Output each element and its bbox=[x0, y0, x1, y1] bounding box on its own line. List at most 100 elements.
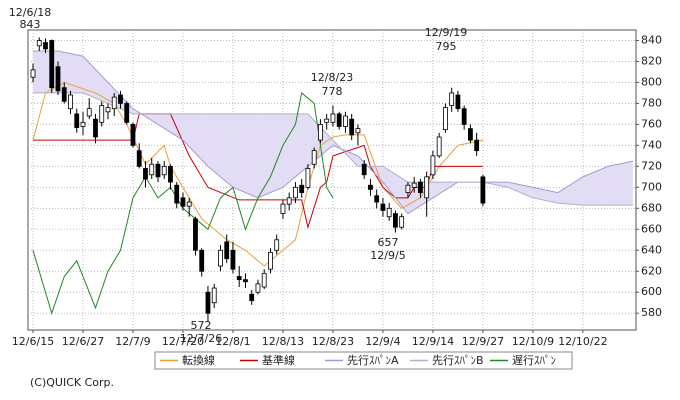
x-tick-label: 12/9/27 bbox=[462, 335, 504, 348]
candle-body bbox=[368, 184, 373, 190]
candle-body bbox=[155, 163, 161, 178]
cloud bbox=[257, 113, 283, 198]
candle-body bbox=[68, 94, 73, 110]
candle-body bbox=[274, 239, 280, 251]
candle-body bbox=[380, 203, 386, 211]
x-tick-label: 12/10/22 bbox=[558, 335, 607, 348]
cloud bbox=[582, 166, 608, 206]
legend bbox=[154, 351, 573, 370]
candle-body bbox=[474, 139, 480, 152]
candle-body bbox=[305, 168, 311, 188]
y-tick-label: 840 bbox=[641, 33, 662, 46]
candle-body bbox=[49, 40, 55, 89]
candle-body bbox=[468, 128, 473, 141]
line-series bbox=[32, 92, 633, 206]
candle-body bbox=[299, 184, 305, 193]
y-tick-label: 780 bbox=[641, 96, 662, 109]
cloud bbox=[57, 50, 83, 93]
candle-body bbox=[143, 168, 148, 180]
candle-body bbox=[293, 186, 298, 199]
candle-body bbox=[218, 249, 223, 267]
plot-area bbox=[27, 29, 637, 331]
candle-body bbox=[411, 182, 417, 188]
x-tick-label: 12/9/4 bbox=[365, 335, 400, 348]
candle-body bbox=[399, 216, 405, 228]
candle-body bbox=[193, 218, 198, 251]
legend-label: 転換線 bbox=[182, 353, 215, 367]
x-tick-label: 12/6/27 bbox=[62, 335, 104, 348]
y-tick-label: 680 bbox=[641, 201, 662, 214]
y-tick-label: 820 bbox=[641, 54, 662, 67]
candle-body bbox=[243, 279, 248, 283]
candle-body bbox=[211, 287, 217, 304]
candle-body bbox=[261, 272, 267, 288]
candle-body bbox=[136, 150, 142, 167]
y-tick-label: 660 bbox=[641, 222, 662, 235]
annotation: 572 bbox=[191, 319, 212, 332]
candle-body bbox=[461, 108, 467, 125]
y-tick-label: 760 bbox=[641, 117, 662, 130]
candle-body bbox=[118, 94, 123, 104]
candle-body bbox=[93, 118, 98, 138]
annotation: 843 bbox=[20, 18, 41, 31]
candle-body bbox=[30, 69, 36, 78]
candle-body bbox=[55, 66, 61, 92]
candle-body bbox=[224, 241, 230, 260]
candle-body bbox=[174, 184, 180, 204]
candle-body bbox=[311, 150, 317, 165]
candle-body bbox=[449, 92, 455, 106]
candle-body bbox=[161, 165, 167, 176]
line-series bbox=[32, 81, 484, 267]
x-tick-label: 12/8/13 bbox=[262, 335, 304, 348]
cloud bbox=[82, 56, 108, 104]
y-tick-label: 720 bbox=[641, 159, 662, 172]
candle-body bbox=[443, 107, 448, 131]
candle-body bbox=[480, 176, 486, 204]
candle-body bbox=[349, 118, 355, 136]
copyright: (C)QUICK Corp. bbox=[30, 376, 114, 389]
x-tick-label: 12/8/23 bbox=[312, 335, 354, 348]
cloud bbox=[232, 113, 258, 198]
annotation: 12/6/18 bbox=[9, 6, 51, 19]
candle-body bbox=[149, 163, 155, 176]
candle-body bbox=[405, 184, 411, 193]
candle-body bbox=[355, 128, 361, 134]
candle-body bbox=[255, 283, 261, 293]
candle-body bbox=[324, 118, 330, 123]
candle-body bbox=[74, 113, 80, 128]
candle-body bbox=[236, 276, 242, 281]
candle-body bbox=[286, 197, 292, 205]
cloud bbox=[207, 113, 233, 188]
candle-body bbox=[424, 176, 430, 199]
annotation: 12/7/26 bbox=[180, 332, 222, 345]
candle-body bbox=[374, 195, 380, 203]
x-tick-label: 12/10/9 bbox=[512, 335, 554, 348]
annotation: 12/8/23 bbox=[311, 71, 353, 84]
y-tick-label: 620 bbox=[641, 264, 662, 277]
candle-body bbox=[168, 165, 173, 183]
candle-body bbox=[343, 115, 348, 127]
candle-body bbox=[43, 42, 48, 50]
legend-label: 基準線 bbox=[262, 353, 295, 367]
annotation: 657 bbox=[378, 236, 399, 249]
legend-label: 先行ｽﾊﾟﾝB bbox=[432, 354, 484, 367]
y-tick-label: 700 bbox=[641, 180, 662, 193]
candle-body bbox=[99, 105, 105, 123]
x-tick-label: 12/9/14 bbox=[412, 335, 454, 348]
cloud bbox=[607, 161, 633, 206]
x-tick-label: 12/6/15 bbox=[12, 335, 54, 348]
candle-body bbox=[105, 107, 111, 113]
annotation: 12/9/19 bbox=[425, 26, 467, 39]
candle-body bbox=[318, 124, 323, 141]
annotation: 12/9/5 bbox=[370, 249, 405, 262]
candle-body bbox=[180, 197, 186, 207]
legend-label: 先行ｽﾊﾟﾝA bbox=[347, 354, 399, 367]
cloud bbox=[557, 176, 583, 206]
x-tick-label: 12/7/9 bbox=[115, 335, 150, 348]
candle-body bbox=[330, 113, 336, 123]
candle-body bbox=[268, 251, 273, 270]
candle-body bbox=[61, 87, 67, 102]
candle-body bbox=[186, 201, 192, 207]
x-tick-label: 12/7/20 bbox=[162, 335, 204, 348]
candle-body bbox=[393, 213, 398, 228]
